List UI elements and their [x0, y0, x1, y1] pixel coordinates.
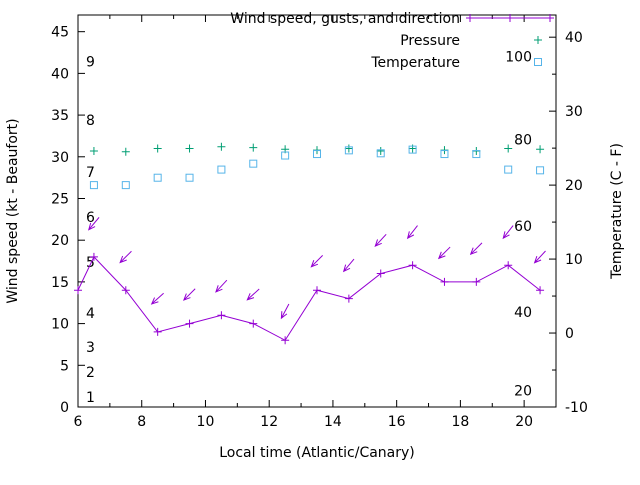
beaufort-label: 9 — [86, 55, 95, 71]
x-tick-label: 20 — [515, 414, 533, 430]
beaufort-label: 3 — [86, 340, 95, 356]
x-tick-label: 14 — [324, 414, 342, 430]
y-left-tick-label: 40 — [51, 66, 69, 82]
series-pressure — [89, 142, 545, 156]
y-left-tick-label: 20 — [51, 233, 69, 249]
y-axis-right: -10 0 10 20 30 40 Temperature (C - F) — [549, 30, 625, 416]
wind-direction-arrow — [119, 250, 132, 264]
wind-direction-arrow — [533, 250, 546, 264]
beaufort-label: 7 — [86, 165, 95, 181]
y-left-tick-label: 15 — [51, 275, 69, 291]
y-left-tick-label: 0 — [60, 400, 69, 416]
beaufort-label: 2 — [86, 365, 95, 381]
y-right-tick-label: 20 — [565, 178, 583, 194]
right-inner-scale-labels: 20 40 60 80 100 — [505, 50, 532, 400]
y-right-axis-title: Temperature (C - F) — [609, 143, 625, 280]
legend-label: Wind speed, gusts, and direction — [230, 11, 460, 27]
y-right-tick-label: 30 — [565, 104, 583, 120]
wind-direction-arrow — [183, 288, 196, 301]
right-scale-label: 20 — [514, 383, 532, 399]
beaufort-label: 1 — [86, 390, 95, 406]
y-left-tick-label: 30 — [51, 150, 69, 166]
wind-direction-arrow — [150, 292, 164, 305]
right-scale-label: 60 — [514, 219, 532, 235]
x-axis-title: Local time (Atlantic/Canary) — [219, 445, 415, 461]
right-scale-label: 80 — [514, 132, 532, 148]
x-tick-label: 6 — [74, 414, 83, 430]
x-tick-label: 10 — [197, 414, 215, 430]
series-wind — [74, 252, 545, 345]
right-scale-label: 100 — [505, 50, 532, 66]
wind-direction-arrow — [502, 225, 514, 240]
y-right-tick-label: 10 — [565, 252, 583, 268]
wind-direction-arrow — [246, 288, 260, 301]
wind-direction-arrow — [342, 258, 355, 273]
wind-direction-arrows — [88, 217, 546, 320]
x-tick-label: 18 — [451, 414, 469, 430]
wind-direction-arrow — [310, 255, 324, 268]
plot-border — [77, 14, 557, 408]
series-temperature — [89, 145, 545, 190]
y-left-tick-label: 5 — [60, 358, 69, 374]
y-left-tick-label: 35 — [51, 108, 69, 124]
y-left-axis-title: Wind speed (kt - Beaufort) — [5, 118, 21, 303]
beaufort-label: 4 — [86, 306, 95, 322]
right-scale-label: 40 — [514, 305, 532, 321]
y-right-tick-label: -10 — [565, 400, 588, 416]
beaufort-label: 5 — [86, 255, 95, 271]
x-tick-label: 8 — [137, 414, 146, 430]
beaufort-scale-labels: 1 2 3 4 5 6 7 8 9 — [86, 55, 95, 406]
beaufort-label: 6 — [86, 210, 95, 226]
wind-direction-arrow — [88, 217, 100, 231]
legend-label: Temperature — [370, 55, 460, 71]
wind-direction-arrow — [406, 225, 418, 240]
y-right-tick-label: 40 — [565, 30, 583, 46]
legend-label: Pressure — [400, 33, 460, 49]
x-tick-label: 12 — [260, 414, 278, 430]
wind-direction-arrow — [280, 303, 290, 320]
wind-direction-arrow — [374, 233, 387, 247]
y-left-tick-label: 25 — [51, 191, 69, 207]
y-axis-left: 0 5 10 15 20 25 30 35 40 45 Wind speed (kt - Beauf… — [5, 25, 85, 416]
y-right-tick-label: 0 — [565, 326, 574, 342]
wind-direction-arrow — [437, 246, 451, 260]
wind-direction-arrow — [215, 279, 228, 293]
legend: Wind speed, gusts, and direction Pressure… — [230, 11, 554, 71]
beaufort-label: 8 — [86, 113, 95, 129]
y-left-tick-label: 45 — [51, 25, 69, 41]
wind-direction-arrow — [469, 242, 483, 256]
y-left-tick-label: 10 — [51, 317, 69, 333]
x-tick-label: 16 — [388, 414, 406, 430]
